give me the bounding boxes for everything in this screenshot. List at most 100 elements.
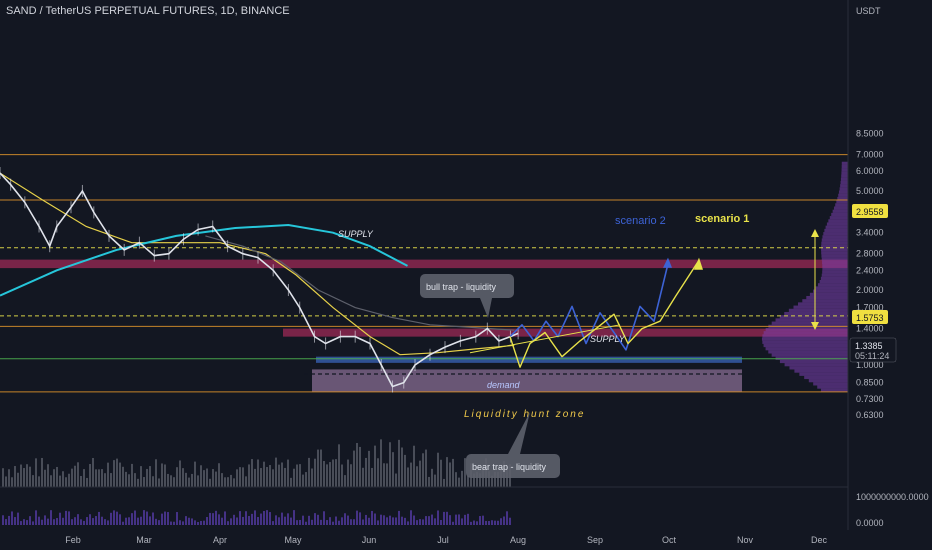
volume-bar	[89, 464, 91, 487]
volume-pane-bar	[23, 519, 25, 525]
volume-pane-bar	[122, 521, 124, 525]
volume-pane-bar	[245, 511, 247, 525]
volume-bar	[365, 457, 367, 487]
volume-bar	[32, 475, 34, 487]
volume-profile-bar	[820, 276, 848, 280]
price-tick: 5.0000	[856, 186, 884, 196]
volume-bar	[302, 474, 304, 487]
volume-bar	[137, 478, 139, 487]
bear-trap-label: bear trap - liquidity	[472, 462, 547, 472]
volume-profile-bar	[765, 347, 848, 351]
volume-pane-bar	[302, 515, 304, 525]
volume-pane-bar	[272, 521, 274, 525]
range-arrow-head-bottom	[811, 322, 819, 330]
volume-bar	[80, 476, 82, 487]
volume-pane-bar	[119, 514, 121, 525]
volume-profile-bar	[821, 241, 848, 245]
volume-pane-bar	[497, 520, 499, 525]
volume-profile-bar	[761, 337, 848, 341]
volume-bar	[344, 475, 346, 487]
volume-pane-bar	[362, 519, 364, 525]
volume-bar	[122, 466, 124, 487]
volume-pane-bar	[260, 513, 262, 525]
volume-pane-bar	[239, 511, 241, 525]
volume-bar	[386, 463, 388, 487]
volume-pane-bar	[266, 510, 268, 525]
volume-pane-bar	[29, 516, 31, 525]
volume-pane-bar	[389, 515, 391, 525]
volume-pane-bar	[17, 512, 19, 525]
volume-profile-bar	[822, 264, 848, 268]
volume-pane-bar	[170, 521, 172, 525]
volume-bar	[38, 476, 40, 487]
volume-bar	[497, 471, 499, 487]
month-tick: May	[284, 535, 302, 545]
volume-pane-bar	[410, 510, 412, 525]
volume-profile-bar	[763, 343, 848, 348]
month-tick: Dec	[811, 535, 828, 545]
volume-bar	[236, 469, 238, 487]
volume-pane-bar	[413, 515, 415, 525]
volume-profile-bar	[832, 209, 848, 213]
volume-bar	[377, 458, 379, 487]
volume-bar	[461, 470, 463, 487]
volume-pane-bar	[65, 510, 67, 525]
month-tick: Mar	[136, 535, 152, 545]
volume-pane-bar	[101, 516, 103, 525]
month-tick: Oct	[662, 535, 677, 545]
volume-bar	[479, 473, 481, 487]
volume-pane-bar	[68, 511, 70, 525]
volume-bar	[311, 468, 313, 487]
time-axis[interactable]: Feb Mar Apr May Jun Jul Aug Sep Oct Nov Dec	[65, 535, 827, 545]
volume-bar	[494, 471, 496, 487]
volume-pane-bar	[206, 517, 208, 525]
volume-profile-bar	[771, 353, 848, 357]
volume-pane-bar	[74, 517, 76, 525]
scenario-paths	[469, 257, 703, 368]
volume-bar	[209, 478, 211, 487]
volume-profile-bar	[838, 190, 848, 194]
volume-profile-bar	[822, 260, 848, 265]
volume-bar	[338, 444, 340, 487]
scenario-1-label: scenario 1	[695, 213, 749, 225]
volume-pane-bar	[374, 513, 376, 525]
volume-bar	[320, 449, 322, 487]
volume-bar	[200, 465, 202, 487]
volume-pane-bar	[323, 511, 325, 525]
volume-bar	[86, 477, 88, 487]
volume-pane-bar	[338, 520, 340, 525]
price-tick: 8.5000	[856, 129, 884, 139]
volume-bar	[401, 447, 403, 487]
price-axis[interactable]: USDT 8.50007.00006.00005.00004.00003.400…	[856, 6, 929, 528]
volume-bar	[47, 464, 49, 487]
volume-pane-bar	[254, 510, 256, 525]
volume-pane-bar	[503, 516, 505, 525]
volume-bar	[395, 473, 397, 487]
volume-pane-bar	[407, 521, 409, 525]
month-tick: Sep	[587, 535, 603, 545]
bull-trap-pointer	[480, 298, 492, 318]
volume-bar	[110, 473, 112, 487]
volume-bar	[29, 466, 31, 487]
volume-pane-bar	[143, 510, 145, 525]
volume-pane-bar	[308, 515, 310, 525]
volume-pane-bar	[473, 520, 475, 525]
volume-bars	[2, 439, 511, 525]
volume-pane-bar	[398, 510, 400, 525]
volume-bar	[314, 458, 316, 487]
volume-bar	[281, 462, 283, 487]
volume-profile-bar	[794, 369, 848, 373]
volume-pane-bar	[200, 520, 202, 525]
volume-bar	[212, 469, 214, 487]
volume-bar	[425, 449, 427, 487]
volume-pane-bar	[113, 510, 115, 525]
volume-bar	[71, 468, 73, 487]
volume-pane-bar	[59, 512, 61, 525]
volume-pane-bar	[38, 516, 40, 525]
volume-bar	[143, 477, 145, 487]
volume-pane-bar	[140, 516, 142, 525]
volume-pane-bar	[134, 510, 136, 525]
volume-bar	[233, 478, 235, 487]
volume-pane-bar	[350, 519, 352, 525]
